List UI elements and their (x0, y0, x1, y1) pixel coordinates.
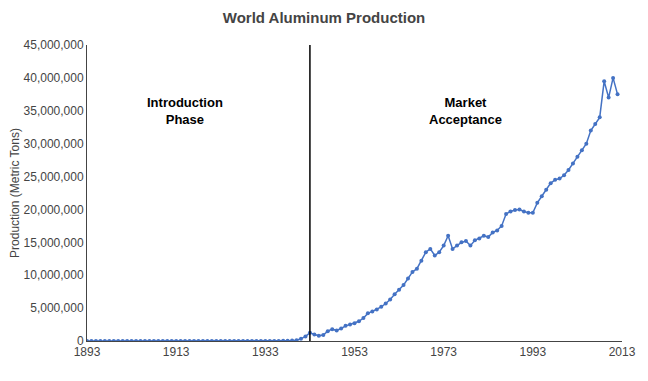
svg-text:1973: 1973 (430, 345, 457, 359)
svg-text:1913: 1913 (163, 345, 190, 359)
svg-text:40,000,000: 40,000,000 (24, 71, 84, 85)
svg-text:35,000,000: 35,000,000 (24, 104, 84, 118)
svg-text:1993: 1993 (519, 345, 546, 359)
svg-text:1953: 1953 (341, 345, 368, 359)
svg-text:20,000,000: 20,000,000 (24, 203, 84, 217)
svg-text:0: 0 (77, 334, 84, 348)
svg-text:15,000,000: 15,000,000 (24, 236, 84, 250)
svg-text:25,000,000: 25,000,000 (24, 170, 84, 184)
svg-text:45,000,000: 45,000,000 (24, 38, 84, 52)
svg-text:2013: 2013 (609, 345, 636, 359)
svg-text:World Aluminum Production: World Aluminum Production (223, 9, 426, 26)
svg-text:1933: 1933 (252, 345, 279, 359)
svg-text:MarketAcceptance: MarketAcceptance (429, 95, 502, 127)
svg-text:5,000,000: 5,000,000 (30, 301, 84, 315)
svg-text:1893: 1893 (74, 345, 101, 359)
svg-text:10,000,000: 10,000,000 (24, 268, 84, 282)
svg-text:Production (Metric Tons): Production (Metric Tons) (8, 128, 22, 258)
svg-text:IntroductionPhase: IntroductionPhase (147, 95, 223, 127)
svg-text:30,000,000: 30,000,000 (24, 137, 84, 151)
